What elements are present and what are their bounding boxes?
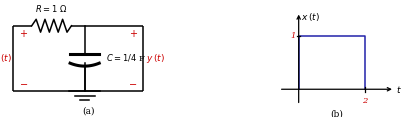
Text: $+$: $+$	[129, 28, 138, 39]
Text: $y\,(t)$: $y\,(t)$	[146, 52, 164, 65]
Text: $+$: $+$	[19, 28, 28, 39]
Text: (a): (a)	[82, 107, 95, 116]
Text: $t$: $t$	[396, 84, 402, 95]
Text: 2: 2	[362, 97, 368, 105]
Text: $R=1\ \Omega$: $R=1\ \Omega$	[35, 3, 68, 14]
Text: $C=1/4$ F: $C=1/4$ F	[106, 52, 146, 63]
Text: $x\,(t)$: $x\,(t)$	[0, 53, 12, 64]
Text: (b): (b)	[330, 110, 343, 117]
Text: 1: 1	[290, 32, 295, 40]
Text: $x\,(t)$: $x\,(t)$	[301, 11, 320, 23]
Text: $-$: $-$	[19, 79, 28, 88]
Text: $-$: $-$	[129, 79, 138, 88]
